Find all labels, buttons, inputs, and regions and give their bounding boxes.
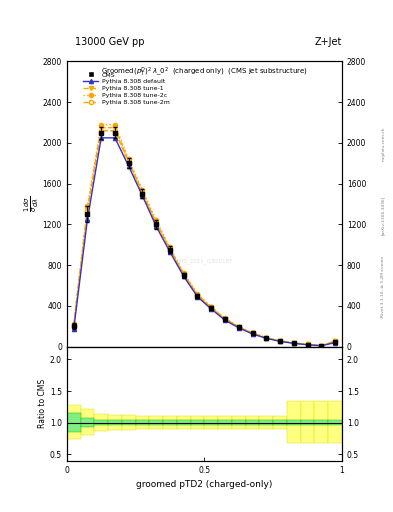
Bar xyxy=(108,415,122,431)
Bar xyxy=(163,420,177,424)
Y-axis label: $\frac{1}{\sigma}\frac{d\sigma}{d\lambda}$: $\frac{1}{\sigma}\frac{d\sigma}{d\lambda… xyxy=(23,196,41,212)
Bar xyxy=(122,415,136,430)
Bar xyxy=(177,416,191,429)
Bar xyxy=(287,400,301,443)
Bar xyxy=(218,416,232,429)
Bar xyxy=(232,420,246,424)
Bar xyxy=(287,420,301,424)
Legend: CMS, Pythia 8.308 default, Pythia 8.308 tune-1, Pythia 8.308 tune-2c, Pythia 8.3: CMS, Pythia 8.308 default, Pythia 8.308 … xyxy=(81,70,171,107)
Bar xyxy=(94,414,108,431)
Bar xyxy=(328,400,342,443)
Bar xyxy=(314,400,328,443)
Y-axis label: Ratio to CMS: Ratio to CMS xyxy=(38,379,47,429)
Bar xyxy=(94,420,108,424)
Bar xyxy=(149,416,163,429)
Text: 13000 GeV pp: 13000 GeV pp xyxy=(75,37,144,47)
Bar xyxy=(301,400,314,443)
Text: Rivet 3.1.10, ≥ 3.2M events: Rivet 3.1.10, ≥ 3.2M events xyxy=(381,256,385,317)
X-axis label: groomed pTD2 (charged-only): groomed pTD2 (charged-only) xyxy=(136,480,273,489)
Text: CMS_2021_I1920187: CMS_2021_I1920187 xyxy=(176,258,233,264)
Bar xyxy=(67,405,81,439)
Bar xyxy=(273,416,287,429)
Bar xyxy=(81,418,94,427)
Bar xyxy=(259,416,273,429)
Text: Groomed$(p_T^D)^2\,\lambda\_0^2$  (charged only)  (CMS jet substructure): Groomed$(p_T^D)^2\,\lambda\_0^2$ (charge… xyxy=(101,66,308,79)
Bar xyxy=(163,416,177,429)
Bar xyxy=(122,420,136,424)
Bar xyxy=(218,420,232,424)
Bar xyxy=(191,416,204,429)
Bar xyxy=(204,420,218,424)
Text: [arXiv:1306.3436]: [arXiv:1306.3436] xyxy=(381,196,385,234)
Bar xyxy=(191,420,204,424)
Bar xyxy=(314,420,328,424)
Text: Z+Jet: Z+Jet xyxy=(314,37,342,47)
Bar xyxy=(328,420,342,424)
Bar xyxy=(136,420,149,424)
Bar xyxy=(204,416,218,429)
Bar xyxy=(301,420,314,424)
Bar xyxy=(177,420,191,424)
Bar xyxy=(259,420,273,424)
Bar xyxy=(246,420,259,424)
Text: mcplots.cern.ch: mcplots.cern.ch xyxy=(381,126,385,161)
Bar xyxy=(149,420,163,424)
Bar xyxy=(232,416,246,429)
Bar xyxy=(108,420,122,424)
Bar xyxy=(67,413,81,432)
Bar xyxy=(136,416,149,429)
Bar xyxy=(246,416,259,429)
Bar xyxy=(81,409,94,435)
Bar xyxy=(273,420,287,424)
